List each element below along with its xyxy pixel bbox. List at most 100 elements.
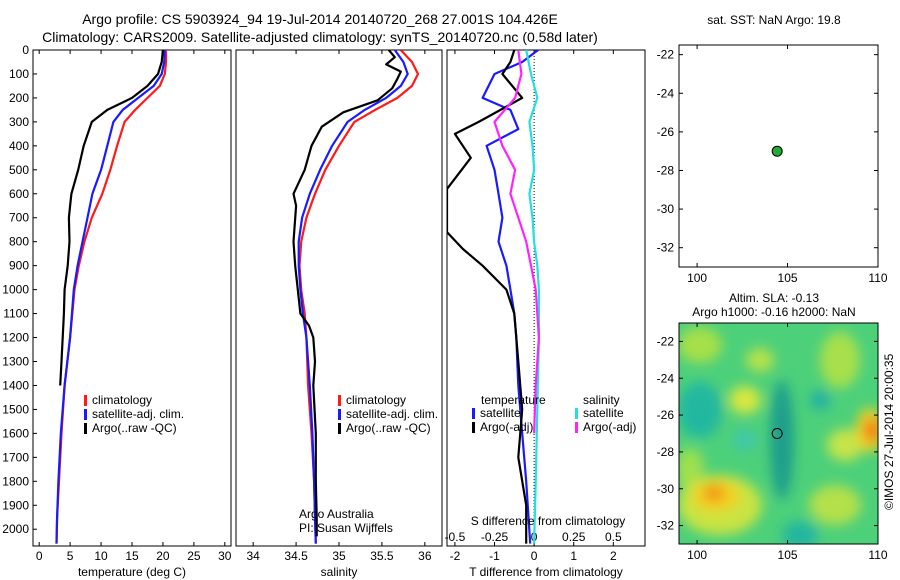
legend-label: climatology [92,393,152,407]
map-x-tick-label: 100 [687,271,707,285]
legend-swatch [472,422,475,433]
difference-panel: -2 -1 0 1 2 -0.5 -0.25 0 0.25 0.5 temperature sal… [445,49,646,579]
t-difference-xlabel: T difference from climatology [469,565,623,579]
difference-legend: temperature salinitysatelliteArgo(-adj)sa… [472,393,636,434]
temperature-lines [55,50,168,544]
legend-label: satellite [480,406,521,420]
map-y-tick-label: -28 [657,163,675,177]
depth-tick-label: 200 [9,91,29,105]
legend-label: Argo(..raw -QC) [346,421,431,435]
series-line-climatology [298,50,420,544]
depth-tick-label: 1100 [3,307,29,321]
series-line-argo-adj- [493,50,541,434]
legend-swatch [84,409,87,420]
x-tick-label: 0 [36,549,43,563]
series-line-satellite-adj-clim- [55,50,166,544]
depth-tick-label: 1800 [2,474,29,488]
s-difference-label: S difference from climatology [471,514,626,528]
x-tick-label: 0 [531,549,538,563]
depth-tick-label: 1900 [2,498,29,512]
x-tick-label: -1 [489,549,500,563]
x-tick-label: 10 [94,549,108,563]
argo-australia-label: Argo Australia [299,507,374,521]
x-tick-label: 15 [125,549,139,563]
legend-swatch [338,423,341,434]
map-y-tick-label: -22 [657,48,675,62]
map-y-tick-label: -28 [657,445,675,459]
x-tick-label: 20 [156,549,170,563]
x-tick-label: 35 [332,549,346,563]
sst-map-axes: -22 -24 -26 -28 -30 -32 100 105 110 [657,45,888,285]
legend-label: Argo(-adj) [480,420,533,434]
map-y-tick-label: -26 [657,125,675,139]
map-x-tick-label: 110 [868,271,887,285]
sst-map: sat. SST: NaN Argo: 19.8 -22 -24 -26 -28 -30… [657,13,888,285]
temperature-panel: 0100200300400500600700800900100011001200… [2,43,232,579]
legend-swatch [575,422,578,433]
salinity-panel: 34 34.5 35 35.5 36 climatologysatellite-adj.… [235,49,443,579]
legend-swatch [338,409,341,420]
depth-tick-label: 300 [9,115,29,129]
legend-label: satellite [583,406,624,420]
temperature-axis: 0 5 10 15 20 25 30 [36,50,232,563]
depth-axis: 0 100 200 300 400 500 600 700 800 900 1000 1100 1200… [2,43,37,536]
depth-tick-label: 700 [9,211,29,225]
map-x-tick-label: 110 [868,548,887,562]
legend-label: climatology [346,393,406,407]
series-line-satellite [481,50,539,544]
legend-title-salinity: salinity [583,393,620,407]
legend-title-temperature: temperature [481,393,546,407]
x-tick-label: 35.5 [370,549,394,563]
title-line-2: Climatology: CARS2009. Satellite-adjuste… [42,29,598,45]
map-y-tick-label: -32 [657,241,675,255]
depth-tick-label: 1700 [2,450,29,464]
argo-position-marker [771,145,783,157]
depth-tick-label: 1200 [2,331,29,345]
s-difference-axis: -0.5 -0.25 0 0.25 0.5 [445,530,622,544]
depth-tick-label: 1400 [2,378,29,392]
x-tick-label: 34.5 [284,549,308,563]
x-tick-label: 25 [187,549,201,563]
sst-map-title: sat. SST: NaN Argo: 19.8 [707,13,841,27]
legend-swatch [84,395,87,406]
depth-tick-label: 1500 [2,402,29,416]
t-difference-axis: -2 -1 0 1 2 [450,50,617,563]
series-line-argo-adj- [447,50,528,544]
temperature-xlabel: temperature (deg C) [78,565,186,579]
x-tick-label: 5 [67,549,74,563]
depth-tick-label: 500 [9,163,29,177]
salinity-plot-frame [235,49,443,547]
legend-label: satellite-adj. clim. [92,407,184,421]
depth-tick-label: 900 [9,259,29,273]
x-tick-label: 2 [610,549,617,563]
x-tick-label: 1 [570,549,577,563]
series-line-argo-raw-qc- [292,50,402,537]
map-y-tick-label: -30 [657,202,675,216]
difference-lines [447,50,541,544]
depth-tick-label: 600 [9,187,29,201]
pi-label: PI: Susan Wijffels [299,521,393,535]
legend-swatch [84,423,87,434]
map-x-tick-label: 100 [687,548,707,562]
x-tick-label: 30 [218,549,232,563]
legend-swatch [338,395,341,406]
depth-tick-label: 800 [9,235,29,249]
map-y-tick-label: -30 [657,482,675,496]
map-y-tick-label: -32 [657,519,675,533]
series-line-argo-raw-qc- [59,50,164,386]
title-line-1: Argo profile: CS 5903924_94 19-Jul-2014 … [82,11,558,27]
depth-tick-label: 400 [9,139,29,153]
sla-map-frame [678,322,879,545]
temperature-plot-frame [32,49,232,547]
s-tick-label: -0.25 [481,530,509,544]
depth-tick-label: 1600 [2,426,29,440]
argo-position-marker [771,428,783,440]
depth-tick-label: 1000 [2,283,29,297]
salinity-xlabel: salinity [321,565,358,579]
x-tick-label: 36 [418,549,432,563]
x-tick-label: 34 [246,549,260,563]
sla-map-title-2: Argo h1000: -0.16 h2000: NaN [692,305,855,319]
